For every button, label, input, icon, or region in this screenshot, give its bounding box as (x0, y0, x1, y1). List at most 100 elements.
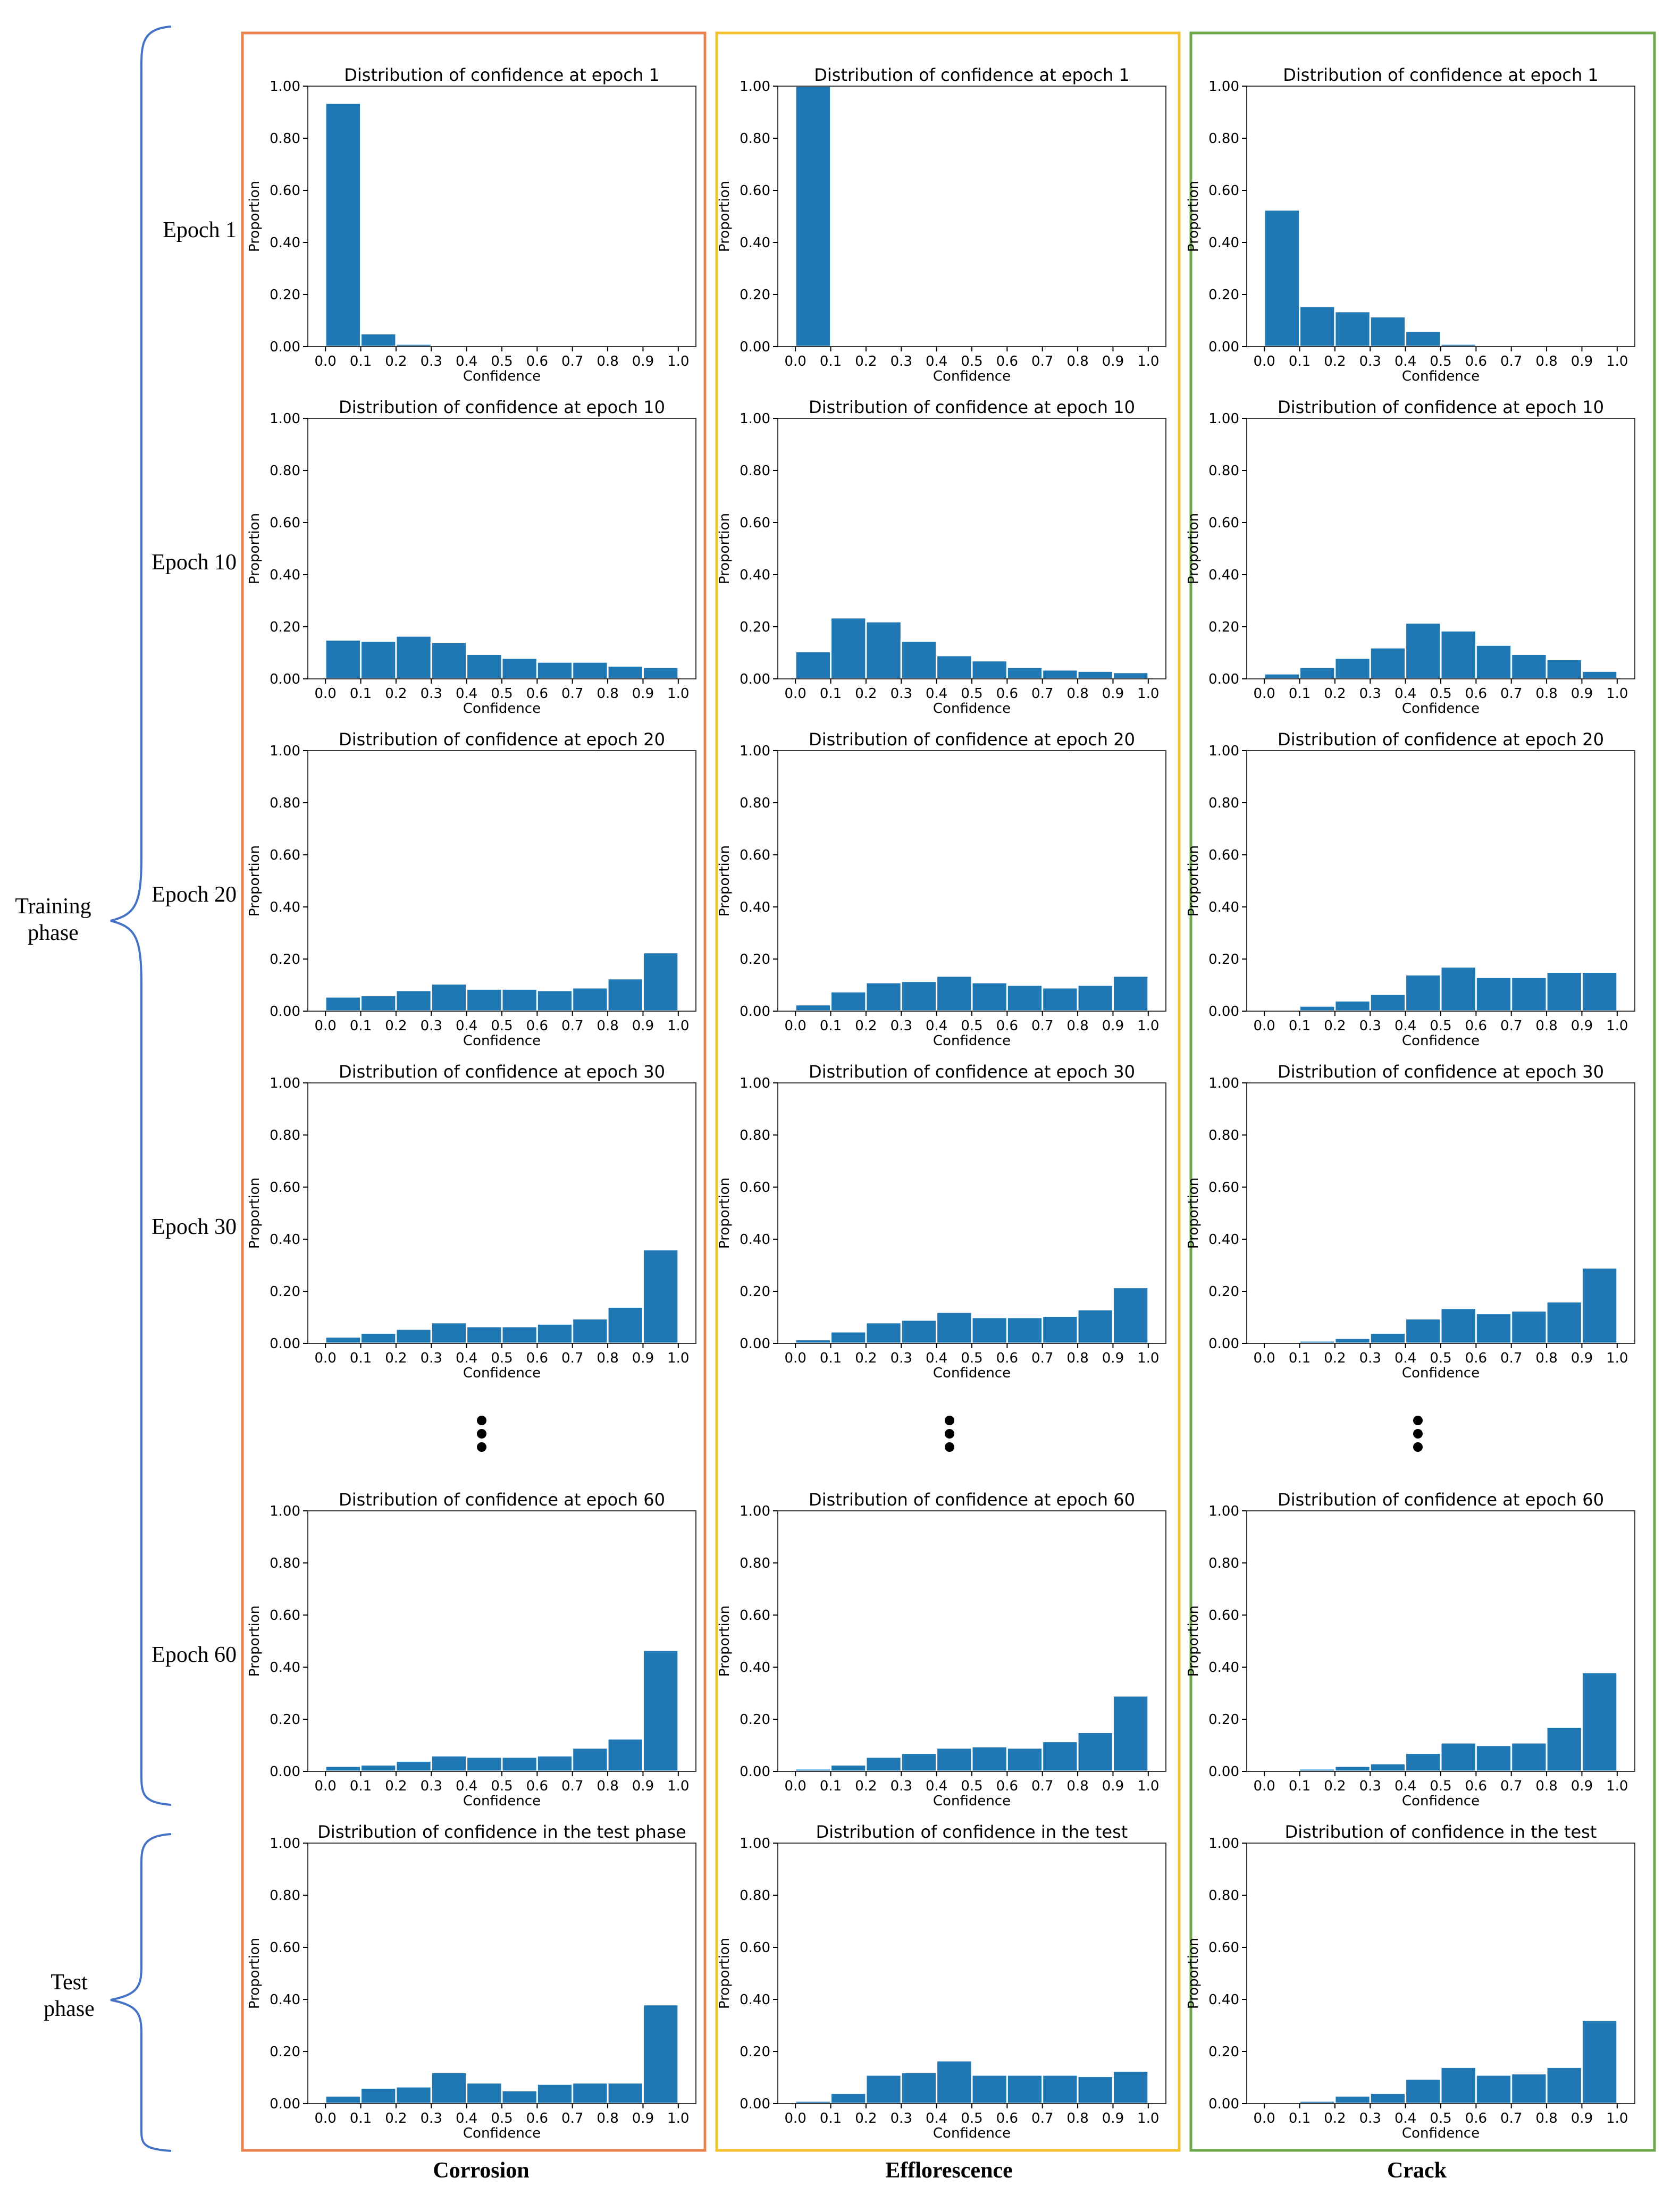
y-tick-label: 0.60 (1208, 515, 1239, 531)
x-tick-label: 0.8 (1535, 354, 1557, 369)
x-tick-label: 1.0 (1606, 2110, 1628, 2126)
y-axis-label: Proportion (247, 181, 263, 252)
x-tick-label: 0.9 (1571, 686, 1593, 702)
x-tick-label: 0.3 (891, 1018, 912, 1034)
histogram-bar (900, 980, 938, 1012)
x-tick-label: 0.4 (456, 1350, 477, 1366)
y-tick-label: 1.00 (1208, 1503, 1239, 1519)
x-tick-label: 0.7 (561, 1778, 583, 1794)
x-tick-label: 0.0 (785, 1018, 807, 1034)
training-phase-label-line2: phase (28, 921, 79, 945)
x-tick-label: 0.0 (315, 2110, 337, 2126)
y-tick-label: 0.00 (740, 1336, 770, 1352)
chart-efflorescence-epoch10: 0.00 0.20 0.40 0.60 0.80 1.00 0.0 0.1 0.2 0.3 0.4 0… (717, 397, 1166, 717)
x-tick-label: 0.5 (1430, 354, 1451, 369)
chart-title: Distribution of confidence in the test (816, 1822, 1128, 1842)
y-tick-label: 0.00 (270, 2096, 300, 2112)
histogram-bar (1263, 209, 1301, 348)
histogram-bar (1405, 622, 1442, 680)
x-tick-label: 0.5 (961, 354, 982, 369)
x-tick-label: 0.4 (1395, 1018, 1416, 1034)
x-tick-label: 0.6 (996, 1018, 1018, 1034)
x-tick-label: 0.7 (1500, 1778, 1522, 1794)
x-tick-label: 0.0 (1254, 686, 1275, 702)
x-axis-label: Confidence (1402, 1793, 1480, 1809)
test-phase-label-line1: Test (51, 1970, 88, 1995)
histogram-bar (324, 102, 362, 348)
histogram-bar (1405, 1317, 1442, 1344)
y-tick-label: 0.60 (740, 515, 770, 531)
histogram-bar (1334, 1765, 1371, 1772)
x-tick-label: 0.7 (561, 1018, 583, 1034)
histogram-bar (501, 657, 538, 680)
x-tick-label: 0.0 (315, 1778, 337, 1794)
x-tick-label: 0.0 (1254, 354, 1275, 369)
x-tick-label: 0.7 (1031, 1778, 1053, 1794)
x-tick-label: 0.6 (526, 1778, 548, 1794)
histogram-bar (1077, 670, 1114, 680)
y-tick-label: 0.20 (270, 619, 300, 635)
x-tick-label: 0.4 (926, 1018, 947, 1034)
histogram-bar (1263, 672, 1301, 680)
y-tick-label: 0.00 (1208, 1336, 1239, 1352)
x-tick-label: 0.1 (820, 686, 842, 702)
x-tick-label: 0.9 (1102, 686, 1124, 702)
histogram-bar (1334, 1337, 1371, 1344)
x-tick-label: 0.6 (1465, 1778, 1487, 1794)
y-tick-label: 0.00 (270, 671, 300, 687)
x-tick-label: 0.3 (421, 2110, 442, 2126)
chart-title: Distribution of confidence at epoch 30 (339, 1062, 665, 1082)
y-tick-label: 0.40 (1208, 1992, 1239, 2008)
column-label-corrosion: Corrosion (433, 2158, 529, 2183)
row-label-epoch-1: Epoch 1 (163, 218, 237, 242)
histogram-bar (794, 1004, 832, 1012)
y-tick-label: 0.00 (740, 1764, 770, 1780)
histogram-bar (501, 2090, 538, 2105)
x-tick-label: 0.1 (350, 1018, 372, 1034)
y-tick-label: 0.00 (270, 1004, 300, 1020)
histogram-bar (1369, 2092, 1407, 2105)
y-tick-label: 0.40 (270, 1232, 300, 1248)
histogram-bar (607, 1738, 644, 1772)
y-tick-label: 0.20 (740, 619, 770, 635)
x-tick-label: 1.0 (1137, 354, 1159, 369)
x-tick-label: 0.0 (785, 2110, 807, 2126)
x-tick-label: 0.0 (315, 354, 337, 369)
x-axis-label: Confidence (1402, 2125, 1480, 2141)
x-tick-label: 1.0 (667, 1018, 689, 1034)
x-tick-label: 0.9 (632, 354, 654, 369)
histogram-bar (1369, 993, 1407, 1012)
x-axis-label: Confidence (933, 1793, 1011, 1809)
x-tick-label: 0.9 (1102, 354, 1124, 369)
histogram-bar (865, 1322, 902, 1344)
histogram-bar (395, 2086, 432, 2105)
x-tick-label: 0.9 (1102, 1350, 1124, 1366)
histogram-bar (501, 1325, 538, 1344)
histogram-bar (1475, 1744, 1513, 1772)
histogram-bar (1077, 984, 1114, 1012)
histogram-bar (324, 1336, 362, 1344)
x-tick-label: 0.3 (891, 2110, 912, 2126)
histogram-bar (324, 1765, 362, 1772)
histogram-bar (466, 1756, 503, 1772)
y-axis-label: Proportion (717, 513, 733, 584)
histogram-bar (360, 995, 397, 1012)
chart-crack-epoch30: 0.00 0.20 0.40 0.60 0.80 1.00 0.0 0.1 0.2 0.3 0.4 0… (1186, 1062, 1635, 1381)
histogram-bar (936, 2059, 973, 2105)
chart-title: Distribution of confidence at epoch 1 (344, 65, 660, 85)
x-tick-label: 0.9 (1571, 1350, 1593, 1366)
histogram-bar (1041, 2074, 1079, 2105)
x-tick-label: 0.7 (561, 2110, 583, 2126)
x-tick-label: 0.9 (1102, 2110, 1124, 2126)
vertical-ellipsis-icon (945, 1416, 954, 1452)
chart-title: Distribution of confidence at epoch 20 (1278, 729, 1604, 750)
row-label-epoch-60: Epoch 60 (152, 1643, 237, 1667)
x-tick-label: 0.2 (855, 354, 877, 369)
x-tick-label: 0.8 (1535, 2110, 1557, 2126)
histogram-bar (1112, 1695, 1149, 1772)
x-tick-label: 0.9 (632, 1350, 654, 1366)
x-tick-label: 0.8 (1066, 1778, 1088, 1794)
y-tick-label: 0.20 (270, 287, 300, 303)
